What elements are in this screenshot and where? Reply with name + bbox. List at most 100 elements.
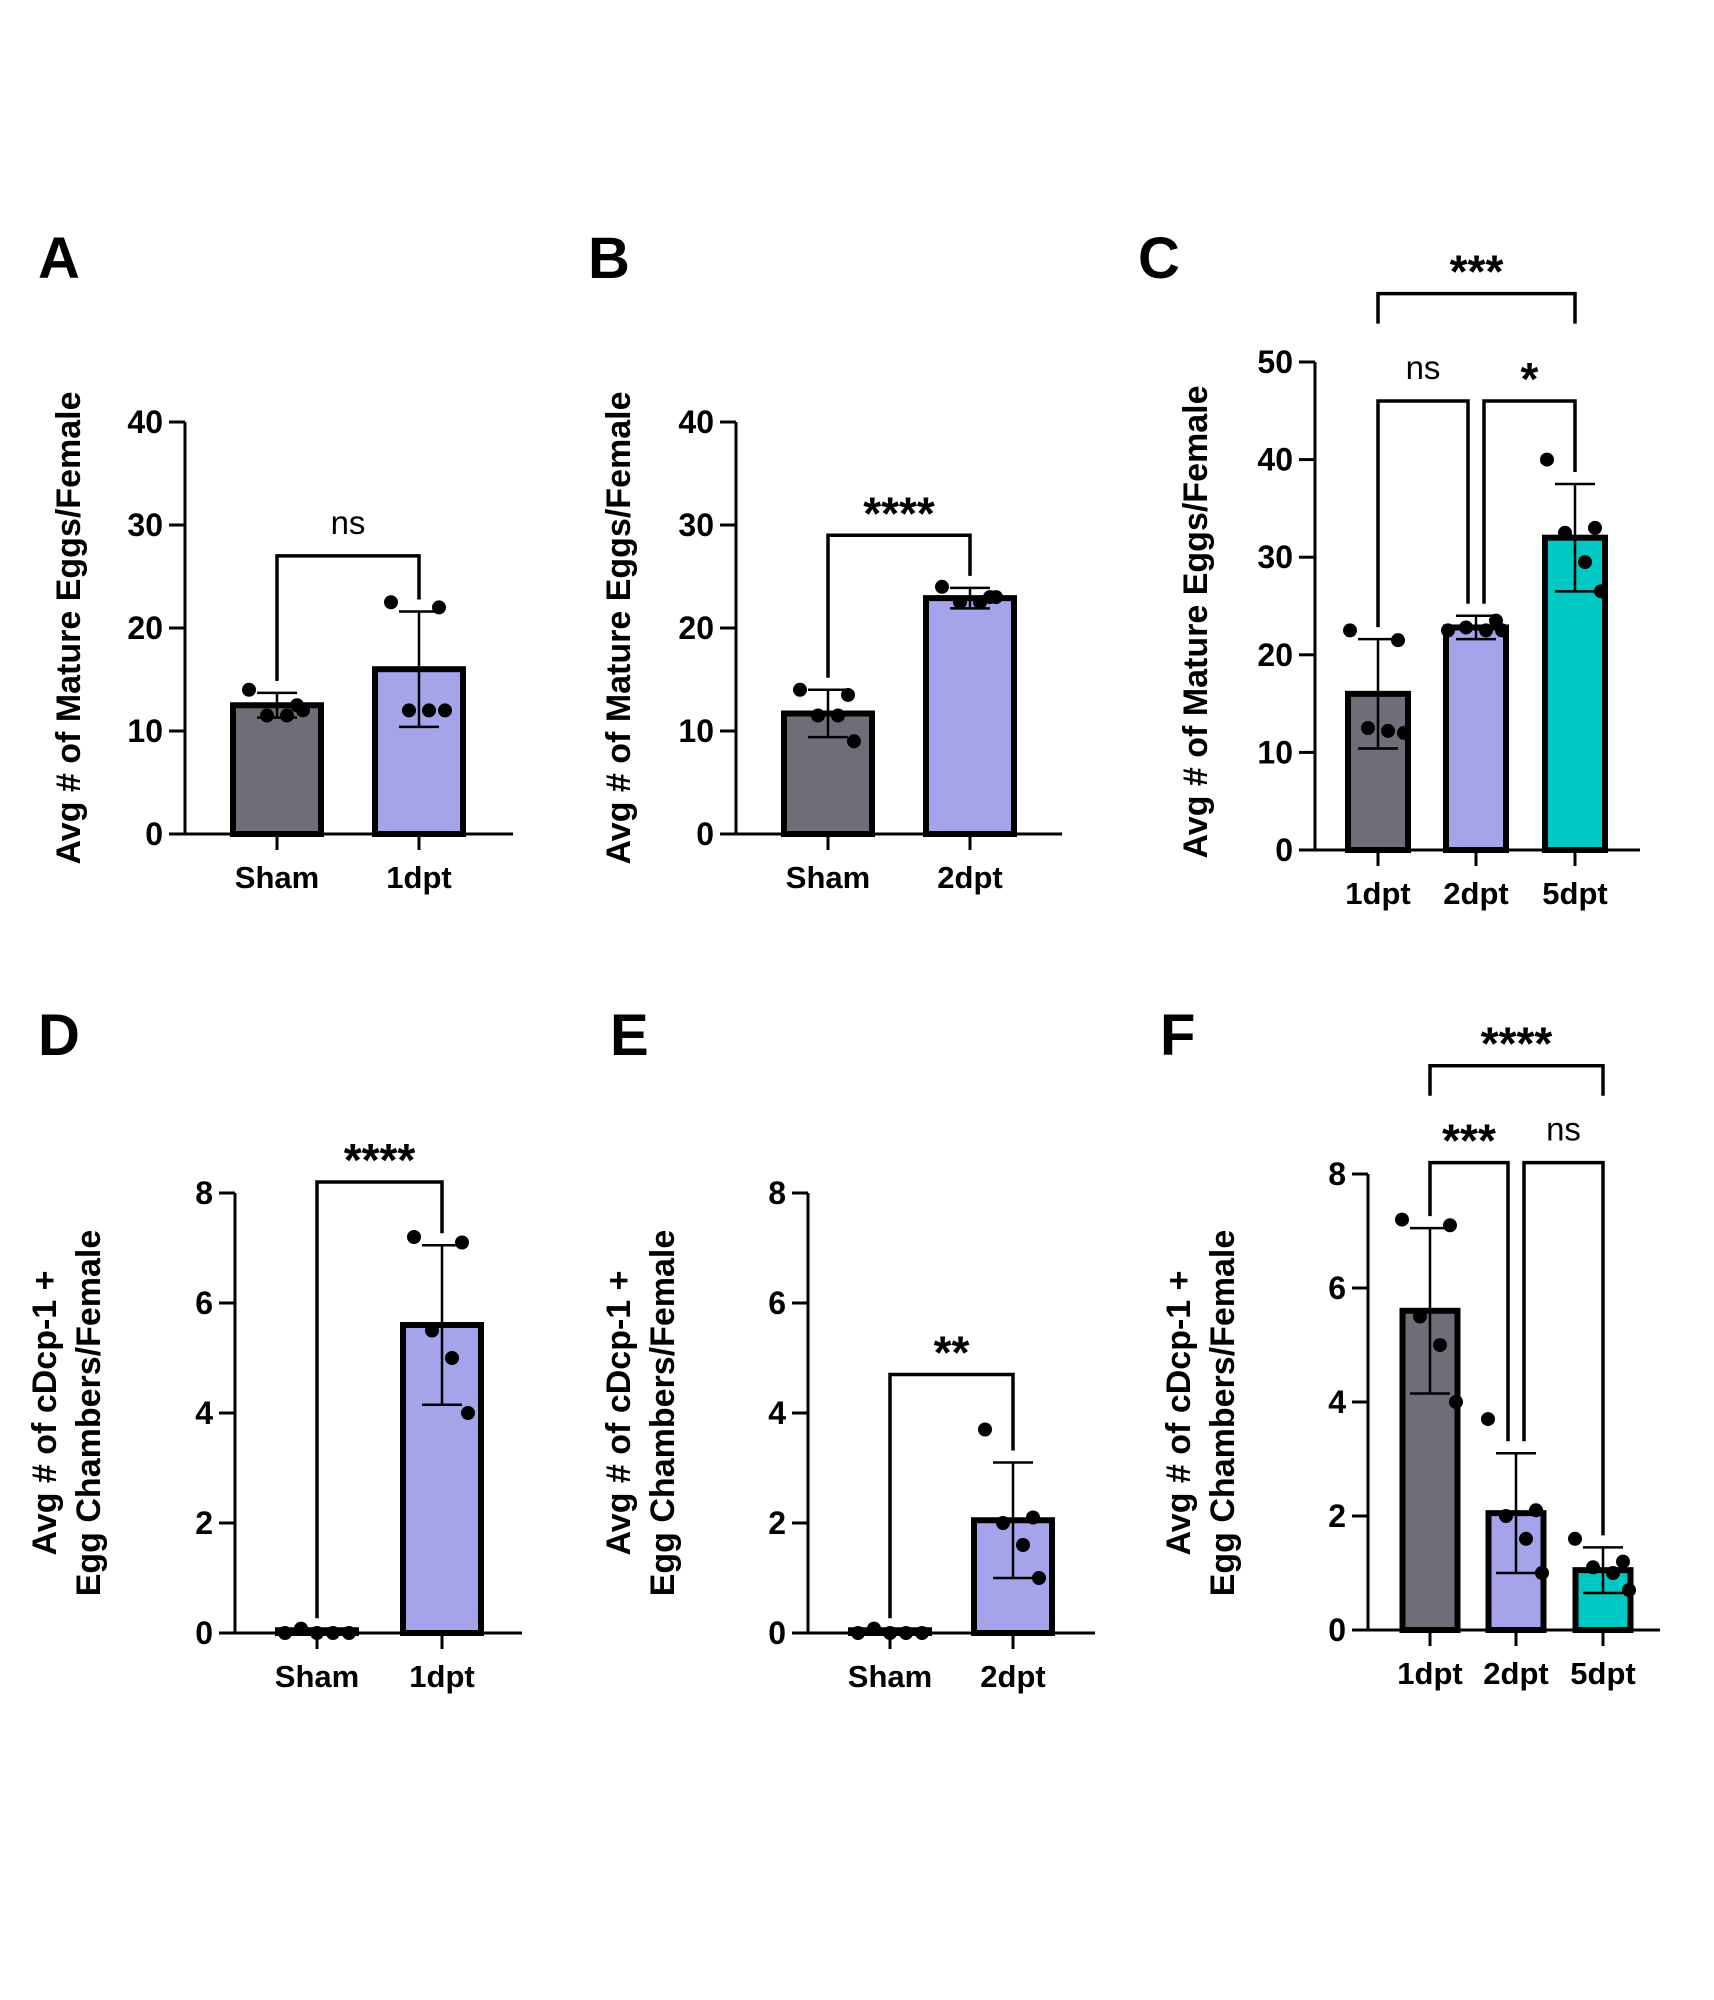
panel-letter-b: B [588,226,630,291]
x-tick-label-1dpt: 1dpt [1397,1656,1462,1691]
panel-e: E 0 2 4 6 8 Sham 2dpt ** Avg # of cDcp-1 + Egg Ch… [600,1003,1095,1694]
y-tick-label: 0 [696,816,714,852]
significance-bracket [1376,399,1470,628]
significance-label: **** [863,487,935,539]
y-tick-label: 0 [195,1615,213,1651]
y-tick-label: 8 [195,1175,213,1211]
y-axis-label: Avg # of Mature Eggs/Female [600,392,638,865]
data-point [242,682,256,697]
data-point [438,703,452,718]
panel-f: F 0 2 4 6 8 1dpt 2dpt 5dpt *** ns **** Avg # of cDc… [1160,1003,1660,1691]
data-point [280,708,294,723]
y-axis-label: Avg # of cDcp-1 + [600,1271,638,1556]
y-tick-label: 30 [1257,539,1293,575]
significance-label: ** [934,1327,970,1379]
y-tick-label: 2 [1328,1498,1346,1534]
panel-b: B 0 10 20 30 40 Sham 2dpt **** Avg # of Mature E… [588,226,1062,895]
data-point [1413,1309,1427,1324]
significance-label: ns [331,504,366,541]
x-tick-label-sham: Sham [235,860,319,895]
data-point [1594,584,1608,599]
data-point [1481,1412,1495,1427]
data-point [326,1626,340,1640]
y-axis-label: Avg # of cDcp-1 + [26,1271,64,1556]
data-point [461,1406,475,1420]
data-point [1495,623,1509,638]
data-point [1568,1531,1582,1546]
data-point [989,590,1003,605]
data-point [260,708,274,723]
data-point [1381,723,1395,738]
data-point [294,1621,308,1636]
significance-label: *** [1450,246,1504,298]
y-tick-label: 20 [1257,637,1293,673]
y-tick-label: 0 [1328,1612,1346,1648]
data-point [1558,525,1572,540]
data-point [1397,725,1411,740]
y-tick-label: 6 [1328,1270,1346,1306]
significance-bracket [315,1180,444,1619]
data-point [432,600,446,615]
significance-bracket [275,554,421,681]
y-tick-label: 10 [127,713,163,749]
y-tick-label: 4 [1328,1384,1346,1420]
data-point [847,734,861,749]
y-axis-label: Avg # of Mature Eggs/Female [50,392,88,865]
data-point [978,1422,992,1437]
data-point [883,1626,897,1640]
x-tick-label-sham: Sham [786,860,870,895]
significance-bracket [1522,1160,1605,1536]
x-tick-label-2dpt: 2dpt [937,860,1002,895]
y-axis-label: Egg Chambers/Female [1204,1230,1242,1597]
x-tick-label-2dpt: 2dpt [1483,1656,1548,1691]
x-tick-label-2dpt: 2dpt [1443,876,1508,911]
x-tick-label-5dpt: 5dpt [1542,876,1607,911]
data-point [867,1621,881,1636]
data-point [1529,1503,1543,1518]
data-point [296,703,310,718]
data-point [1361,721,1375,735]
data-point [310,1626,324,1640]
data-point [831,708,845,723]
x-tick-label-sham: Sham [848,1659,932,1694]
data-point [953,595,967,610]
data-point [841,687,855,702]
y-tick-label: 10 [1257,734,1293,770]
y-tick-label: 50 [1257,344,1293,380]
significance-label: ns [1406,349,1441,386]
y-tick-label: 30 [127,507,163,543]
data-point [1586,1560,1600,1575]
significance-label: **** [344,1134,416,1186]
significance-label: ns [1546,1111,1581,1148]
data-point [1026,1510,1040,1525]
x-tick-label-1dpt: 1dpt [386,860,451,895]
significance-label: *** [1442,1115,1496,1167]
data-point [1616,1554,1630,1569]
data-point [1433,1338,1447,1352]
y-tick-label: 10 [678,713,714,749]
y-tick-label: 40 [1257,442,1293,478]
data-point [915,1626,929,1640]
data-point [1449,1395,1463,1409]
significance-label: **** [1481,1018,1553,1070]
data-point [1519,1531,1533,1546]
panel-letter-e: E [610,1003,649,1068]
data-point [407,1230,421,1244]
data-point [384,595,398,610]
significance-bracket [826,533,972,678]
y-tick-label: 2 [768,1505,786,1541]
y-tick-label: 6 [768,1285,786,1321]
data-point [1032,1571,1046,1585]
data-point [342,1626,356,1640]
y-tick-label: 40 [678,404,714,440]
x-tick-label-5dpt: 5dpt [1570,1656,1635,1691]
y-tick-label: 0 [1275,832,1293,868]
significance-bracket [888,1372,1015,1619]
y-axis-label: Egg Chambers/Female [70,1230,108,1597]
data-point [1588,520,1602,535]
significance-bracket [1428,1160,1510,1442]
panel-letter-c: C [1138,226,1180,291]
data-point [1535,1566,1549,1580]
